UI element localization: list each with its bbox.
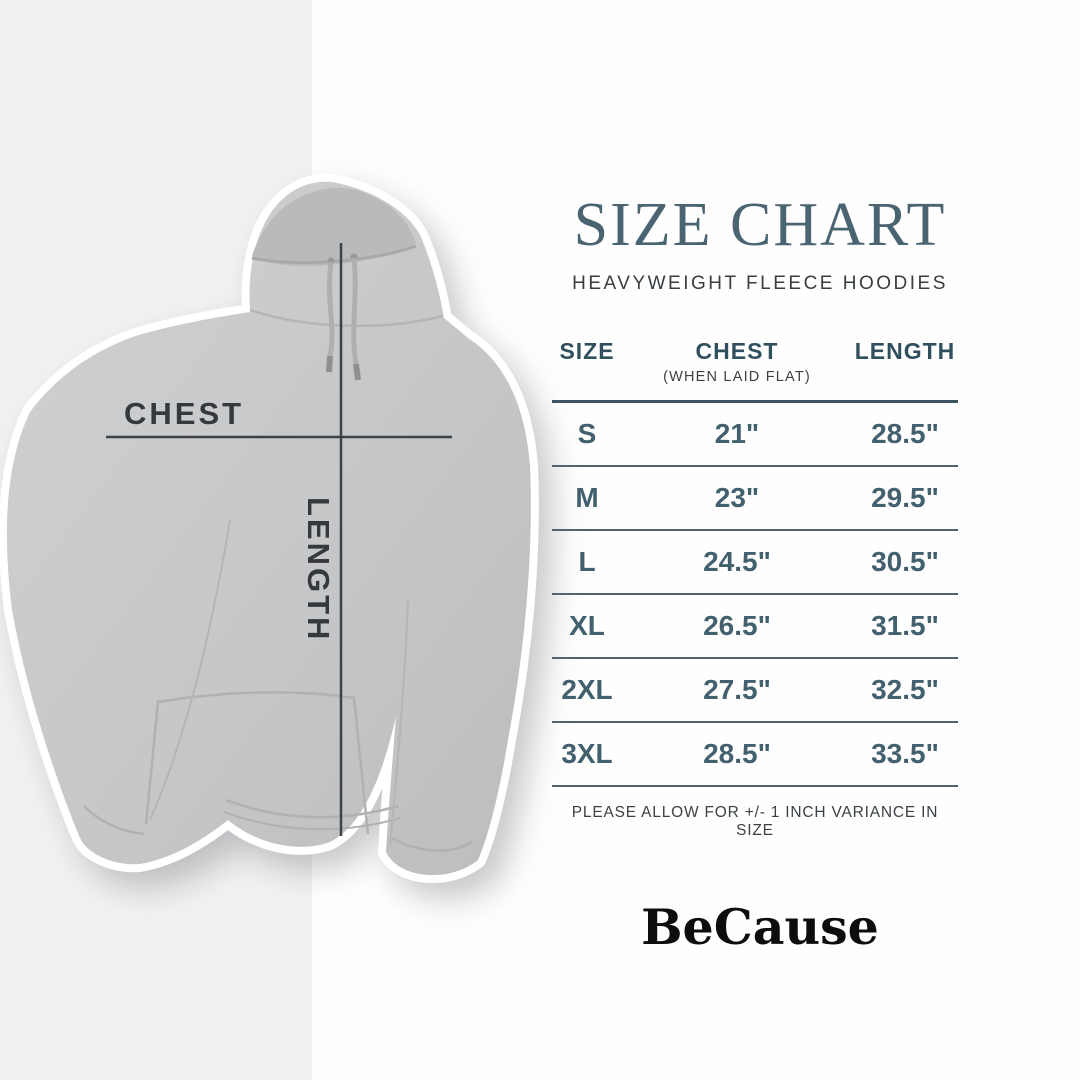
column-header-chest: CHEST (WHEN LAID FLAT) (663, 338, 811, 385)
size-table-header: SIZE CHEST (WHEN LAID FLAT) LENGTH (552, 330, 958, 403)
chest-cell: 21" (714, 418, 760, 449)
page-subtitle: HEAVYWEIGHT FLEECE HOODIES (572, 273, 948, 294)
chest-cell: 28.5" (703, 738, 771, 769)
size-cell: S (577, 418, 597, 449)
drawstring-aglet-left (326, 355, 333, 373)
size-table: SIZE CHEST (WHEN LAID FLAT) LENGTH S 21"… (552, 330, 958, 840)
chest-measure-label: CHEST (124, 396, 245, 431)
length-cell: 32.5" (871, 674, 939, 705)
length-cell: 30.5" (871, 546, 939, 577)
eyelet-left (327, 257, 335, 265)
brand-logo: BeCause (641, 898, 879, 956)
length-cell: 31.5" (871, 610, 939, 641)
column-header-size: SIZE (559, 338, 615, 364)
chest-cell: 24.5" (703, 546, 771, 577)
length-cell: 28.5" (871, 418, 939, 449)
drawstring-right (351, 257, 359, 365)
size-cell: 2XL (561, 674, 613, 705)
table-row-s: S 21" 28.5" (552, 403, 958, 467)
right-sleeve-seam (389, 599, 409, 847)
table-row-l: L 24.5" 30.5" (552, 531, 958, 595)
drawstring-aglet-right (353, 363, 361, 381)
drawstring-left (327, 261, 335, 357)
page-title: SIZE CHART (573, 191, 947, 259)
table-row-xl: XL 26.5" 31.5" (552, 595, 958, 659)
chest-cell: 23" (714, 482, 760, 513)
table-row-3xl: 3XL 28.5" 33.5" (552, 723, 958, 787)
table-row-2xl: 2XL 27.5" 32.5" (552, 659, 958, 723)
background-band (0, 0, 312, 1080)
length-cell: 33.5" (871, 738, 939, 769)
chest-cell: 27.5" (703, 674, 771, 705)
eyelet-right (350, 253, 358, 261)
variance-note: PLEASE ALLOW FOR +/- 1 INCH VARIANCE IN … (571, 804, 939, 839)
column-header-length: LENGTH (854, 338, 956, 364)
right-cuff-seam (391, 836, 473, 852)
column-header-chest-note: (WHEN LAID FLAT) (663, 368, 811, 385)
length-cell: 29.5" (871, 482, 939, 513)
size-cell: L (578, 546, 596, 577)
size-cell: M (575, 482, 599, 513)
size-cell: XL (569, 610, 605, 641)
table-row-m: M 23" 29.5" (552, 467, 958, 531)
chest-cell: 26.5" (703, 610, 771, 641)
length-measure-label: LENGTH (301, 497, 336, 643)
size-cell: 3XL (561, 738, 613, 769)
